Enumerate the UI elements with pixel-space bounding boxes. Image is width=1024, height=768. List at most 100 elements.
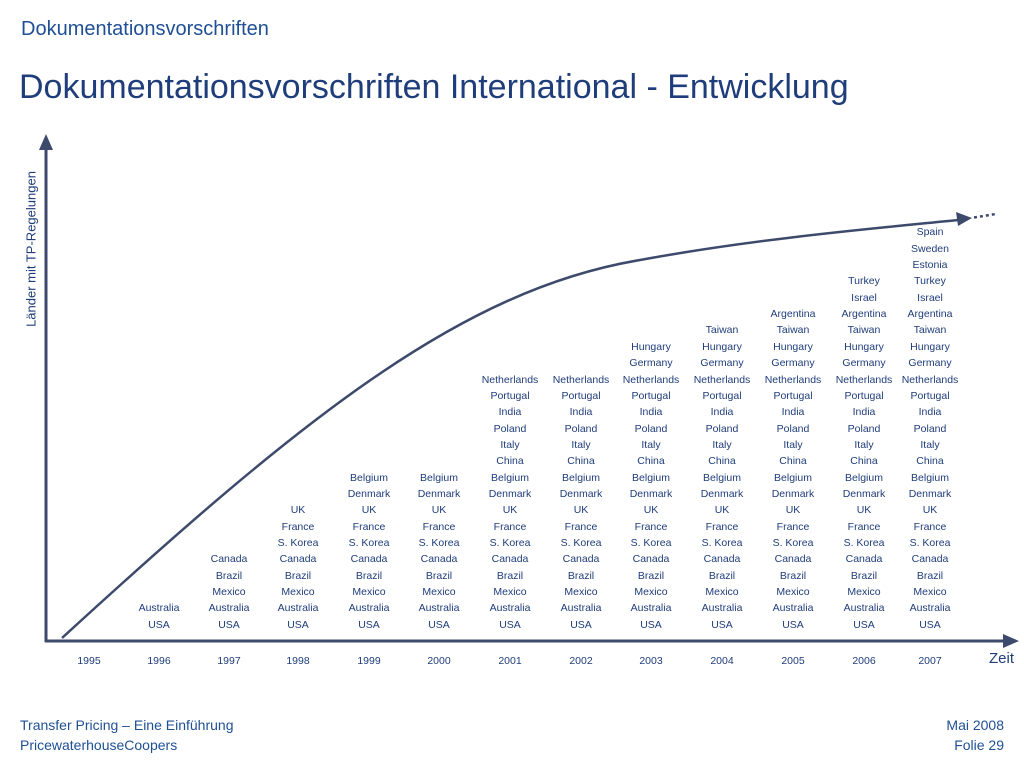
x-axis-arrow [1003,634,1019,648]
country-label: Canada [491,553,529,566]
country-label: Australia [843,602,885,615]
country-label: USA [148,618,170,631]
country-label: Canada [562,553,600,566]
country-label: USA [287,618,309,631]
country-label: Poland [913,422,947,435]
country-label: Australia [138,602,180,615]
country-label: USA [499,618,521,631]
country-column-2007: Spain Sweden Estonia Turkey Israel Argentina T… [894,224,966,633]
page-title: Dokumentationsvorschriften International… [19,68,849,106]
country-label: Argentina [841,308,887,321]
country-label: China [567,455,595,468]
country-label: France [634,520,668,533]
country-label: Belgium [845,471,883,484]
country-label: France [913,520,947,533]
country-label: Sweden [911,242,949,255]
country-label: France [564,520,598,533]
year-tick-label: 2002 [569,655,593,667]
country-label: Brazil [708,569,736,582]
country-label: Poland [634,422,668,435]
country-label: Mexico [493,585,527,598]
year-tick-label: 1997 [217,655,241,667]
country-label: Belgium [911,471,949,484]
country-label: Brazil [496,569,524,582]
country-label: USA [640,618,662,631]
growth-curve-dotted-extension [973,212,997,219]
country-label: Italy [712,438,732,451]
country-label: Italy [783,438,803,451]
country-label: France [281,520,315,533]
country-label: Hungary [773,340,813,353]
country-label: S. Korea [630,536,672,549]
country-label: S. Korea [701,536,743,549]
country-label: Mexico [634,585,668,598]
country-column-1997: Canada Brazil Mexico Australia USA [193,551,265,633]
country-label: Germany [629,357,673,370]
country-label: France [847,520,881,533]
country-label: UK [361,504,377,517]
country-label: Australia [909,602,951,615]
country-label: Denmark [842,487,886,500]
country-label: Denmark [908,487,952,500]
country-label: India [569,406,593,419]
country-label: UK [573,504,589,517]
country-label: UK [502,504,518,517]
country-column-1996: Australia USA [123,600,195,633]
year-tick-label: 2003 [639,655,663,667]
country-label: Australia [277,602,319,615]
year-tick-label: 2005 [781,655,805,667]
country-label: Canada [210,553,248,566]
country-label: China [779,455,807,468]
footer-right: Mai 2008 Folie 29 [946,715,1004,755]
country-label: S. Korea [909,536,951,549]
country-label: Australia [701,602,743,615]
country-column-1998: UK France S. Korea Canada Brazil Mexico Austra… [262,502,334,633]
country-label: Netherlands [481,373,539,386]
country-label: Australia [630,602,672,615]
country-label: Brazil [215,569,243,582]
growth-curve-arrow [956,212,972,226]
country-label: S. Korea [348,536,390,549]
country-label: Belgium [703,471,741,484]
country-label: UK [856,504,872,517]
country-label: Poland [847,422,881,435]
growth-curve [61,218,959,639]
country-label: Taiwan [847,324,881,337]
country-label: USA [919,618,941,631]
country-label: Denmark [417,487,461,500]
country-label: USA [853,618,875,631]
country-label: Australia [208,602,250,615]
country-label: Portugal [844,389,884,402]
country-label: Argentina [907,308,953,321]
country-label: India [781,406,805,419]
country-column-2004: Taiwan Hungary Germany Netherlands Portugal I… [686,322,758,633]
footer-slide-number: Folie 29 [954,737,1004,753]
country-column-2001: Netherlands Portugal India Poland Italy China… [474,372,546,634]
y-axis-label: Länder mit TP-Regelungen [23,171,39,327]
country-label: Germany [700,357,744,370]
country-label: Israel [917,291,943,304]
country-label: Poland [564,422,598,435]
country-label: Brazil [567,569,595,582]
country-label: Netherlands [622,373,680,386]
country-label: India [710,406,734,419]
country-label: Brazil [916,569,944,582]
country-label: UK [785,504,801,517]
country-label: France [705,520,739,533]
country-label: Italy [641,438,661,451]
country-label: Netherlands [901,373,959,386]
country-label: S. Korea [772,536,814,549]
country-label: China [850,455,878,468]
country-label: Argentina [770,308,816,321]
x-axis-label: Zeit [989,650,1015,667]
country-column-2002: Netherlands Portugal India Poland Italy China… [545,372,617,634]
country-label: UK [431,504,447,517]
footer-course-title: Transfer Pricing – Eine Einführung [20,717,234,733]
country-label: India [639,406,663,419]
country-label: Brazil [425,569,453,582]
country-label: S. Korea [418,536,460,549]
country-column-2003: Hungary Germany Netherlands Portugal India Po… [615,339,687,633]
country-label: France [493,520,527,533]
country-label: China [496,455,524,468]
